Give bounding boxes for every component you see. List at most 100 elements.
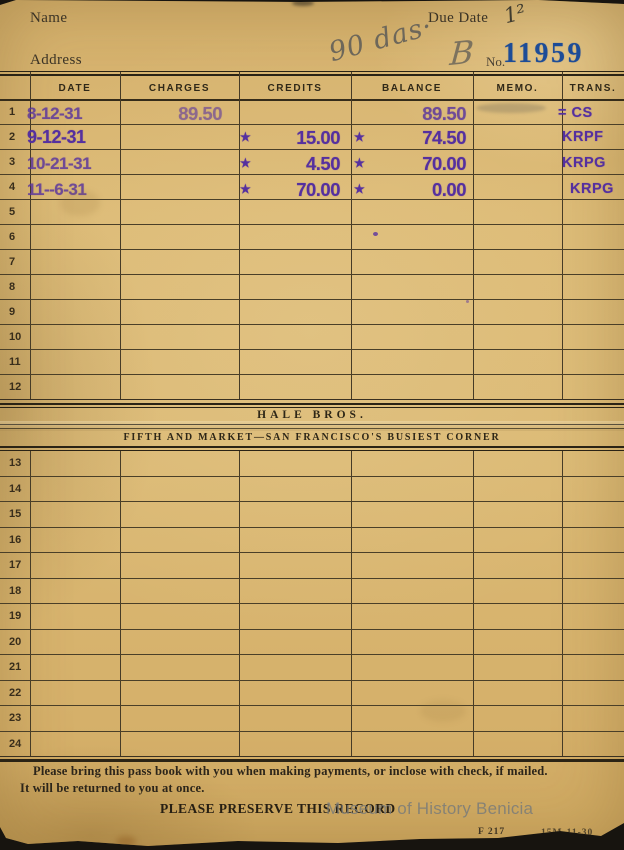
col-header-credits: CREDITS bbox=[267, 83, 323, 94]
entry-trans: = CS bbox=[558, 105, 593, 121]
row-number: 5 bbox=[9, 206, 16, 218]
row-number: 4 bbox=[9, 181, 16, 193]
ledger-row: 22 bbox=[0, 681, 624, 706]
balance-stamp-icon: ★ bbox=[354, 130, 365, 144]
col-header-trans: TRANS. bbox=[569, 83, 617, 94]
col-header-balance: BALANCE bbox=[381, 83, 443, 94]
row-number: 10 bbox=[9, 331, 22, 343]
row-number: 9 bbox=[9, 306, 16, 318]
store-name: HALE BROS. bbox=[257, 409, 367, 421]
row-number: 21 bbox=[9, 661, 22, 674]
no-label: No. bbox=[486, 54, 506, 69]
rule-thin bbox=[0, 71, 624, 72]
rule-thin bbox=[0, 424, 624, 425]
entry-date: 10-21-31 bbox=[27, 154, 92, 173]
entry-trans: KRPG bbox=[562, 155, 606, 171]
ledger-row: 23 bbox=[0, 706, 624, 732]
grid-line bbox=[120, 451, 121, 757]
museum-watermark: Museum of History Benicia bbox=[326, 799, 534, 818]
balance-stamp-icon: ★ bbox=[354, 156, 365, 170]
ledger-row: 3 bbox=[0, 150, 624, 175]
row-number: 15 bbox=[9, 508, 22, 521]
handwritten-note: 90 das· bbox=[325, 10, 436, 69]
ledger-row: 16 bbox=[0, 528, 624, 553]
ledger-row: 19 bbox=[0, 604, 624, 630]
grid-line bbox=[120, 72, 121, 400]
ledger-row: 13 bbox=[0, 451, 624, 477]
ledger-entry: 11--6-31 ★ 70.00 ★ 0.00 KRPG bbox=[0, 177, 624, 202]
grid-line bbox=[562, 72, 563, 400]
stain bbox=[420, 700, 466, 722]
entry-credits: 70.00 bbox=[296, 179, 340, 200]
handwritten-flourish: B bbox=[448, 32, 476, 74]
entry-balance: 74.50 bbox=[422, 127, 466, 148]
notice-line-2: It will be returned to you at once. bbox=[20, 781, 205, 795]
ledger-row: 10 bbox=[0, 325, 624, 350]
grid-line bbox=[239, 451, 240, 757]
ledger-row: 15 bbox=[0, 502, 624, 528]
entry-date: 8-12-31 bbox=[27, 104, 83, 123]
row-number: 24 bbox=[9, 737, 22, 750]
grid-line bbox=[473, 451, 474, 757]
row-number: 6 bbox=[9, 231, 16, 243]
ledger-row: 18 bbox=[0, 579, 624, 604]
row-number: 1 bbox=[9, 106, 16, 118]
credit-stamp-icon: ★ bbox=[240, 182, 251, 196]
ledger-row: 12 bbox=[0, 375, 624, 400]
balance-stamp-icon: ★ bbox=[354, 182, 365, 196]
row-number: 2 bbox=[9, 131, 16, 143]
ledger-row: 24 bbox=[0, 732, 624, 757]
row-number: 16 bbox=[9, 533, 22, 546]
ledger-row: 11 bbox=[0, 350, 624, 375]
ledger-row: 17 bbox=[0, 553, 624, 579]
rule-heavy bbox=[0, 759, 624, 762]
entry-trans: KRPG bbox=[570, 181, 614, 197]
rule-thin bbox=[0, 449, 624, 451]
row-number: 8 bbox=[9, 281, 16, 293]
row-number: 3 bbox=[9, 156, 16, 168]
row-number: 19 bbox=[9, 610, 22, 623]
rule-heavy bbox=[0, 446, 624, 448]
entry-date: 9-12-31 bbox=[27, 127, 86, 147]
entry-date: 11--6-31 bbox=[27, 180, 87, 199]
entry-balance: 70.00 bbox=[422, 153, 466, 174]
account-number: 11959 bbox=[503, 38, 584, 69]
grid-line bbox=[30, 72, 31, 400]
name-label: Name bbox=[30, 10, 68, 26]
grid-line bbox=[473, 72, 474, 400]
due-date-handwritten-value: 1² bbox=[501, 0, 529, 29]
entry-credits: 4.50 bbox=[305, 153, 341, 174]
ledger-row: 7 bbox=[0, 250, 624, 275]
due-date-label: Due Date bbox=[428, 10, 489, 26]
ledger-row: 5 bbox=[0, 200, 624, 225]
rule-heavy bbox=[0, 74, 624, 76]
ledger-row: 4 bbox=[0, 175, 624, 200]
row-number: 20 bbox=[9, 635, 22, 648]
pencil-smudge bbox=[476, 103, 546, 113]
entry-balance: 89.50 bbox=[422, 103, 466, 124]
notice-line-1: Please bring this pass book with you whe… bbox=[33, 764, 548, 778]
ledger-row: 20 bbox=[0, 630, 624, 655]
grid-line bbox=[351, 451, 352, 757]
col-header-charges: CHARGES bbox=[148, 83, 211, 94]
ledger-row: 8 bbox=[0, 275, 624, 300]
grid-line bbox=[30, 451, 31, 757]
row-number: 11 bbox=[9, 356, 21, 368]
ledger-rows-top: 1 2 3 4 5 6 7 8 9 10 11 12 bbox=[0, 100, 624, 400]
ledger-row: 1 bbox=[0, 100, 624, 125]
top-table-grid bbox=[0, 72, 624, 400]
stain bbox=[116, 836, 136, 846]
bottom-table-grid bbox=[0, 451, 624, 757]
ledger-row: 14 bbox=[0, 477, 624, 502]
ledger-entry: 8-12-31 89.50 89.50 = CS bbox=[0, 101, 624, 126]
store-location: FIFTH AND MARKET—SAN FRANCISCO'S BUSIEST… bbox=[123, 432, 501, 443]
entry-balance: 0.00 bbox=[431, 179, 467, 200]
ledger-row: 2 bbox=[0, 125, 624, 150]
row-number: 12 bbox=[9, 381, 22, 393]
ink-fleck bbox=[373, 232, 378, 236]
rule-thin bbox=[0, 407, 624, 408]
grid-line bbox=[239, 72, 240, 400]
rule-heavy bbox=[0, 403, 624, 405]
grid-line bbox=[351, 72, 352, 400]
